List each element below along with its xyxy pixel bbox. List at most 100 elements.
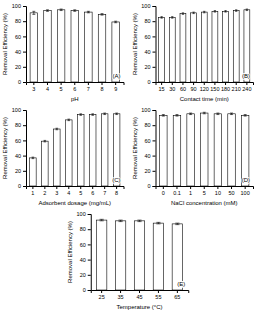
tick-label: 80 — [15, 122, 21, 128]
error-bar — [171, 17, 173, 19]
tick: 65 — [174, 290, 180, 300]
axis-line — [88, 215, 92, 291]
tick-mark — [44, 186, 45, 189]
tick-label: 5 — [60, 86, 63, 92]
tick-label: 0 — [147, 79, 150, 85]
tick-mark — [177, 290, 178, 293]
bar — [42, 141, 49, 186]
tick-mark — [214, 82, 215, 85]
error-bar — [87, 11, 90, 13]
tick: 40 — [80, 257, 91, 263]
error-bar — [100, 219, 104, 221]
tick-label: 50 — [228, 190, 234, 196]
tick-label: 80 — [144, 122, 150, 128]
tick-mark — [158, 290, 159, 293]
bar — [96, 220, 106, 290]
bar — [160, 115, 168, 186]
tick-mark — [176, 186, 177, 189]
error-bar — [246, 9, 248, 11]
error-bar — [175, 115, 178, 117]
error-bar — [55, 128, 58, 130]
annotation: (C) — [112, 177, 120, 183]
plot-area — [30, 9, 119, 82]
tick-mark — [245, 186, 246, 189]
tick-mark — [153, 156, 156, 157]
tick: 20 — [15, 168, 26, 174]
tick-mark — [163, 186, 164, 189]
tick-label: 40 — [15, 153, 21, 159]
tick-label: 40 — [15, 49, 21, 55]
tick: 80 — [80, 226, 91, 232]
panel: 2535455565020406080100Temperature (°C)Re… — [67, 211, 189, 310]
tick-mark — [23, 52, 26, 53]
error-bar — [156, 222, 160, 224]
tick: 2 — [43, 186, 46, 196]
bar — [233, 11, 239, 82]
y-axis: 020406080100 — [77, 211, 92, 293]
tick: 90 — [191, 82, 197, 92]
x-axis: 00.1151050100 — [156, 186, 254, 196]
x-axis: 12345678 — [27, 186, 125, 196]
error-bar — [46, 10, 49, 12]
bar — [54, 129, 61, 186]
error-bar — [189, 113, 192, 115]
tick-mark — [153, 125, 156, 126]
tick: 150 — [210, 82, 219, 92]
error-bar — [160, 17, 162, 19]
bar — [201, 12, 207, 82]
bar — [89, 115, 96, 186]
tick: 120 — [200, 82, 209, 92]
x-axis: 15306090120150180210240 — [156, 82, 254, 92]
tick-label: 80 — [15, 18, 21, 24]
bar — [153, 223, 163, 290]
tick-label: 20 — [144, 168, 150, 174]
tick-mark — [153, 140, 156, 141]
error-bar — [230, 113, 233, 115]
y-axis-title: Removal Efficiency (%) — [2, 13, 8, 75]
tick: 55 — [155, 290, 161, 300]
tick: 80 — [144, 18, 155, 24]
bar — [113, 114, 120, 186]
bar — [244, 10, 250, 82]
tick: 40 — [15, 153, 26, 159]
tick-label: 10 — [215, 190, 221, 196]
tick-mark — [217, 186, 218, 189]
tick-label: 80 — [80, 226, 86, 232]
tick-mark — [88, 275, 91, 276]
tick-label: 60 — [15, 34, 21, 40]
tick: 40 — [15, 49, 26, 55]
tick-mark — [56, 186, 57, 189]
tick-label: 45 — [136, 294, 142, 300]
tick-mark — [193, 82, 194, 85]
tick-label: 0 — [162, 190, 165, 196]
tick-label: 3 — [55, 190, 58, 196]
error-bar — [182, 13, 184, 15]
error-bar — [79, 114, 82, 116]
tick-label: 120 — [200, 86, 209, 92]
tick-mark — [104, 186, 105, 189]
tick-mark — [101, 290, 102, 293]
tick-label: 100 — [12, 3, 21, 9]
tick-label: 60 — [180, 86, 186, 92]
error-bar — [73, 10, 76, 12]
axis-line — [23, 111, 27, 187]
plot-area — [96, 219, 182, 290]
error-bar — [118, 220, 122, 222]
error-bar — [203, 112, 206, 114]
error-bar — [203, 11, 205, 13]
error-bar — [32, 157, 35, 159]
tick-mark — [80, 186, 81, 189]
y-axis: 020406080100 — [12, 107, 27, 189]
annotation: (B) — [242, 73, 250, 79]
tick-label: 100 — [141, 3, 150, 9]
tick-mark — [153, 110, 156, 111]
tick: 100 — [12, 107, 26, 113]
tick-label: 60 — [15, 138, 21, 144]
tick: 10 — [215, 186, 221, 196]
error-bar — [137, 220, 141, 222]
tick: 7 — [103, 186, 106, 196]
bar — [134, 221, 144, 290]
tick-mark — [236, 82, 237, 85]
tick-label: 40 — [144, 49, 150, 55]
tick-label: 65 — [174, 294, 180, 300]
